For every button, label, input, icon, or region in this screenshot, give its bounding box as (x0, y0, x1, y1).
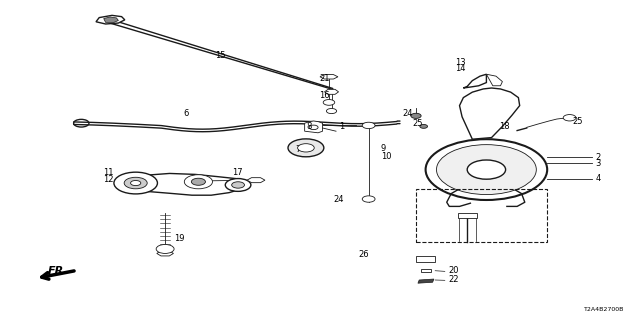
Polygon shape (305, 121, 323, 133)
Text: 9: 9 (381, 144, 386, 153)
Text: 16: 16 (319, 92, 330, 100)
Circle shape (420, 124, 428, 128)
Circle shape (124, 177, 147, 189)
Text: 8: 8 (307, 122, 312, 131)
Polygon shape (157, 251, 173, 256)
Circle shape (563, 115, 576, 121)
Circle shape (232, 182, 244, 188)
Text: 20: 20 (448, 266, 458, 275)
Circle shape (411, 113, 421, 118)
Polygon shape (416, 256, 435, 262)
Text: 25: 25 (412, 119, 422, 128)
Text: 3: 3 (595, 159, 600, 168)
Text: FR.: FR. (48, 266, 68, 276)
Polygon shape (104, 17, 118, 22)
Circle shape (362, 122, 375, 129)
Circle shape (156, 244, 174, 253)
Text: 19: 19 (174, 234, 184, 243)
Text: 7: 7 (296, 145, 301, 154)
Polygon shape (96, 15, 125, 24)
Polygon shape (320, 75, 338, 79)
Text: 2: 2 (595, 153, 600, 162)
Polygon shape (463, 74, 486, 88)
Circle shape (467, 160, 506, 179)
Text: 18: 18 (499, 122, 510, 131)
Text: 11: 11 (104, 168, 114, 177)
Circle shape (225, 179, 251, 191)
Text: 25: 25 (573, 117, 583, 126)
Text: 24: 24 (403, 109, 413, 118)
Text: 13: 13 (456, 58, 466, 67)
Circle shape (426, 139, 547, 200)
Circle shape (362, 196, 375, 202)
Circle shape (131, 180, 141, 186)
Text: 10: 10 (381, 152, 391, 161)
Circle shape (184, 175, 212, 189)
Text: 4: 4 (595, 174, 600, 183)
Circle shape (114, 172, 157, 194)
Circle shape (298, 144, 314, 152)
Text: 24: 24 (334, 196, 344, 204)
Circle shape (326, 108, 337, 114)
Bar (421, 269, 431, 272)
Circle shape (288, 139, 324, 157)
Text: 15: 15 (216, 52, 226, 60)
Bar (416, 189, 547, 242)
Polygon shape (123, 173, 244, 195)
Text: 1: 1 (339, 122, 344, 131)
Text: 12: 12 (104, 175, 114, 184)
Polygon shape (486, 74, 502, 86)
Circle shape (191, 178, 205, 185)
Circle shape (436, 145, 536, 195)
Polygon shape (460, 88, 520, 139)
Text: 6: 6 (183, 109, 188, 118)
Text: 17: 17 (232, 168, 243, 177)
Text: T2A4B2700B: T2A4B2700B (584, 307, 624, 312)
Text: 22: 22 (448, 275, 458, 284)
Circle shape (323, 100, 335, 105)
Polygon shape (247, 178, 265, 183)
Text: 26: 26 (358, 250, 369, 259)
Polygon shape (324, 89, 339, 94)
Text: 21: 21 (320, 74, 330, 83)
Text: 14: 14 (456, 64, 466, 73)
Polygon shape (418, 279, 434, 283)
Polygon shape (458, 213, 477, 218)
